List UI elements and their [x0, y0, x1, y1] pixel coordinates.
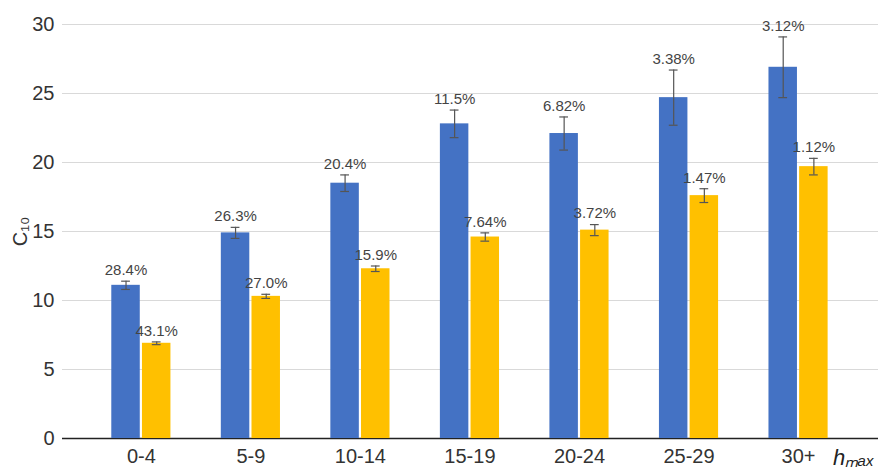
svg-text:30: 30: [32, 13, 54, 35]
svg-text:10: 10: [32, 289, 54, 311]
svg-text:1.12%: 1.12%: [793, 138, 836, 155]
svg-text:15.9%: 15.9%: [354, 246, 397, 263]
svg-text:15-19: 15-19: [444, 445, 495, 467]
svg-text:5-9: 5-9: [236, 445, 265, 467]
svg-text:20: 20: [32, 151, 54, 173]
svg-text:11.5%: 11.5%: [434, 90, 475, 107]
svg-text:3.72%: 3.72%: [574, 204, 617, 221]
svg-text:3.12%: 3.12%: [762, 17, 805, 34]
svg-text:28.4%: 28.4%: [105, 261, 148, 278]
svg-text:43.1%: 43.1%: [135, 322, 178, 339]
svg-text:30+: 30+: [782, 445, 816, 467]
svg-text:25: 25: [32, 82, 54, 104]
svg-text:10-14: 10-14: [335, 445, 386, 467]
svg-text:20-24: 20-24: [554, 445, 605, 467]
svg-text:26.3%: 26.3%: [214, 207, 257, 224]
svg-text:C₁₀: C₁₀: [9, 217, 31, 247]
svg-text:25-29: 25-29: [663, 445, 714, 467]
svg-text:0: 0: [43, 427, 54, 449]
svg-text:0-4: 0-4: [127, 445, 156, 467]
svg-text:5: 5: [43, 358, 54, 380]
svg-text:6.82%: 6.82%: [543, 97, 586, 114]
svg-text:hₘₐₓ: hₘₐₓ: [833, 445, 875, 470]
svg-text:7.64%: 7.64%: [464, 213, 507, 230]
svg-text:15: 15: [32, 220, 54, 242]
svg-text:20.4%: 20.4%: [324, 155, 367, 172]
svg-text:3.38%: 3.38%: [652, 50, 695, 67]
svg-text:1.47%: 1.47%: [683, 169, 726, 186]
svg-text:27.0%: 27.0%: [245, 274, 288, 291]
